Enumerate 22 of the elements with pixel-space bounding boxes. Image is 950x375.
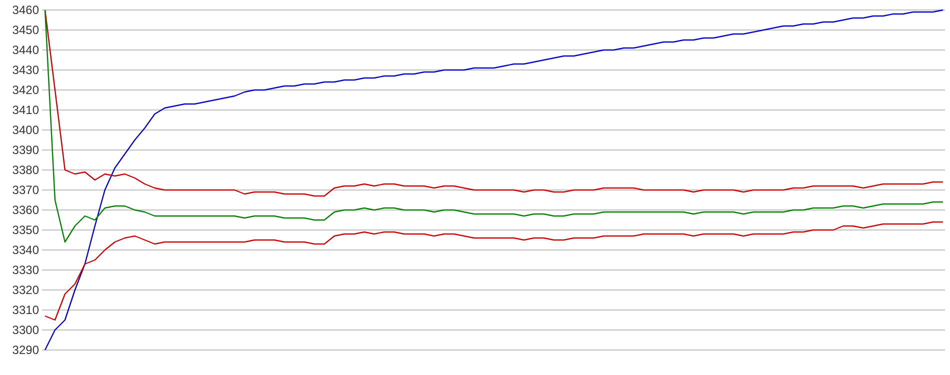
y-tick-label: 3330 <box>12 263 40 278</box>
y-tick-label: 3380 <box>12 163 40 178</box>
y-tick-label: 3390 <box>12 143 40 158</box>
y-tick-label: 3290 <box>12 343 40 358</box>
line-series <box>44 9 944 197</box>
y-tick-label: 3350 <box>12 223 40 238</box>
y-tick-label: 3410 <box>12 103 40 118</box>
line-series <box>44 221 944 321</box>
y-tick-label: 3430 <box>12 63 40 78</box>
y-tick-label: 3400 <box>12 123 40 138</box>
y-tick-label: 3460 <box>12 3 40 18</box>
y-tick-label: 3360 <box>12 203 40 218</box>
y-tick-label: 3450 <box>12 23 40 38</box>
y-tick-label: 3300 <box>12 323 40 338</box>
y-tick-label: 3440 <box>12 43 40 58</box>
y-tick-label: 3370 <box>12 183 40 198</box>
line-series <box>44 9 944 243</box>
y-tick-label: 3320 <box>12 283 40 298</box>
y-tick-label: 3340 <box>12 243 40 258</box>
y-tick-label: 3420 <box>12 83 40 98</box>
y-tick-label: 3310 <box>12 303 40 318</box>
line-series <box>44 9 944 351</box>
